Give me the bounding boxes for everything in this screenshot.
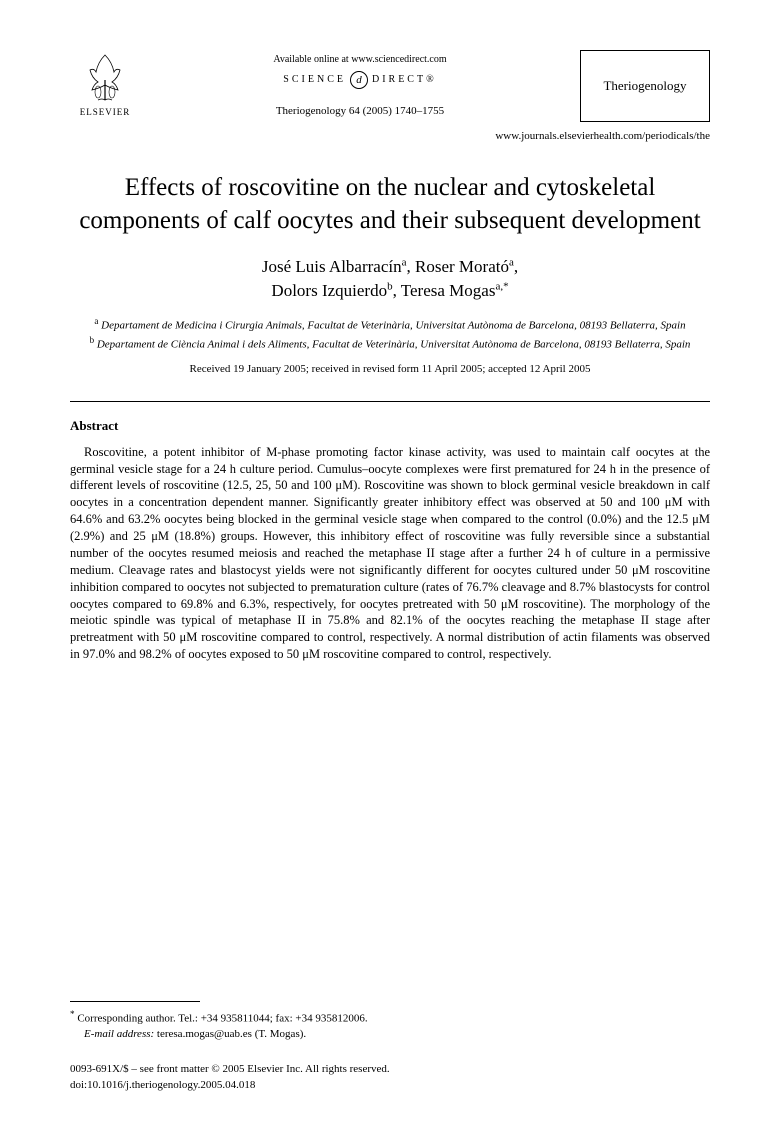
copyright-line1: 0093-691X/$ – see front matter © 2005 El… xyxy=(70,1063,390,1075)
available-online-text: Available online at www.sciencedirect.co… xyxy=(140,54,580,65)
footnote-rule xyxy=(70,1001,200,1002)
corresponding-author: * Corresponding author. Tel.: +34 935811… xyxy=(70,1008,710,1042)
doi-line: doi:10.1016/j.theriogenology.2005.04.018 xyxy=(70,1079,255,1091)
author-3: Dolors Izquierdo xyxy=(271,281,387,300)
author-4: Teresa Mogas xyxy=(401,281,496,300)
citation-line: Theriogenology 64 (2005) 1740–1755 xyxy=(140,105,580,117)
author-2: Roser Morató xyxy=(415,257,509,276)
affil-a: Departament de Medicina i Cirurgia Anima… xyxy=(98,319,685,331)
sd-d-icon: d xyxy=(350,71,368,89)
email-label: E-mail address: xyxy=(84,1028,154,1040)
abstract-body: Roscovitine, a potent inhibitor of M-pha… xyxy=(70,444,710,663)
journal-box: Theriogenology xyxy=(580,50,710,122)
journal-name: Theriogenology xyxy=(603,78,686,94)
header-center: Available online at www.sciencedirect.co… xyxy=(140,50,580,117)
publisher-label: ELSEVIER xyxy=(80,107,131,117)
sd-left: SCIENCE xyxy=(283,74,346,85)
authors: José Luis Albarracína, Roser Moratóa, Do… xyxy=(70,255,710,303)
header-row: ELSEVIER Available online at www.science… xyxy=(70,50,710,122)
corr-text: Corresponding author. Tel.: +34 93581104… xyxy=(75,1012,368,1024)
footer: * Corresponding author. Tel.: +34 935811… xyxy=(70,1001,710,1093)
affiliations: a Departament de Medicina i Cirurgia Ani… xyxy=(70,315,710,353)
affil-b: Departament de Ciència Animal i dels Ali… xyxy=(94,338,690,350)
publisher-block: ELSEVIER xyxy=(70,50,140,117)
article-title: Effects of roscovitine on the nuclear an… xyxy=(70,172,710,237)
author-4-affil: a, xyxy=(495,280,503,292)
divider xyxy=(70,401,710,402)
corr-star: * xyxy=(503,280,509,292)
sep: , xyxy=(514,257,518,276)
elsevier-tree-icon xyxy=(80,50,130,105)
author-1: José Luis Albarracín xyxy=(262,257,402,276)
sd-right: DIRECT® xyxy=(372,74,437,85)
copyright: 0093-691X/$ – see front matter © 2005 El… xyxy=(70,1062,710,1093)
email-value: teresa.mogas@uab.es (T. Mogas). xyxy=(154,1028,306,1040)
article-dates: Received 19 January 2005; received in re… xyxy=(70,363,710,375)
sep: , xyxy=(407,257,416,276)
journal-url: www.journals.elsevierhealth.com/periodic… xyxy=(70,130,710,142)
sciencedirect-logo: SCIENCE d DIRECT® xyxy=(283,71,436,89)
abstract-heading: Abstract xyxy=(70,418,710,434)
sep: , xyxy=(393,281,401,300)
